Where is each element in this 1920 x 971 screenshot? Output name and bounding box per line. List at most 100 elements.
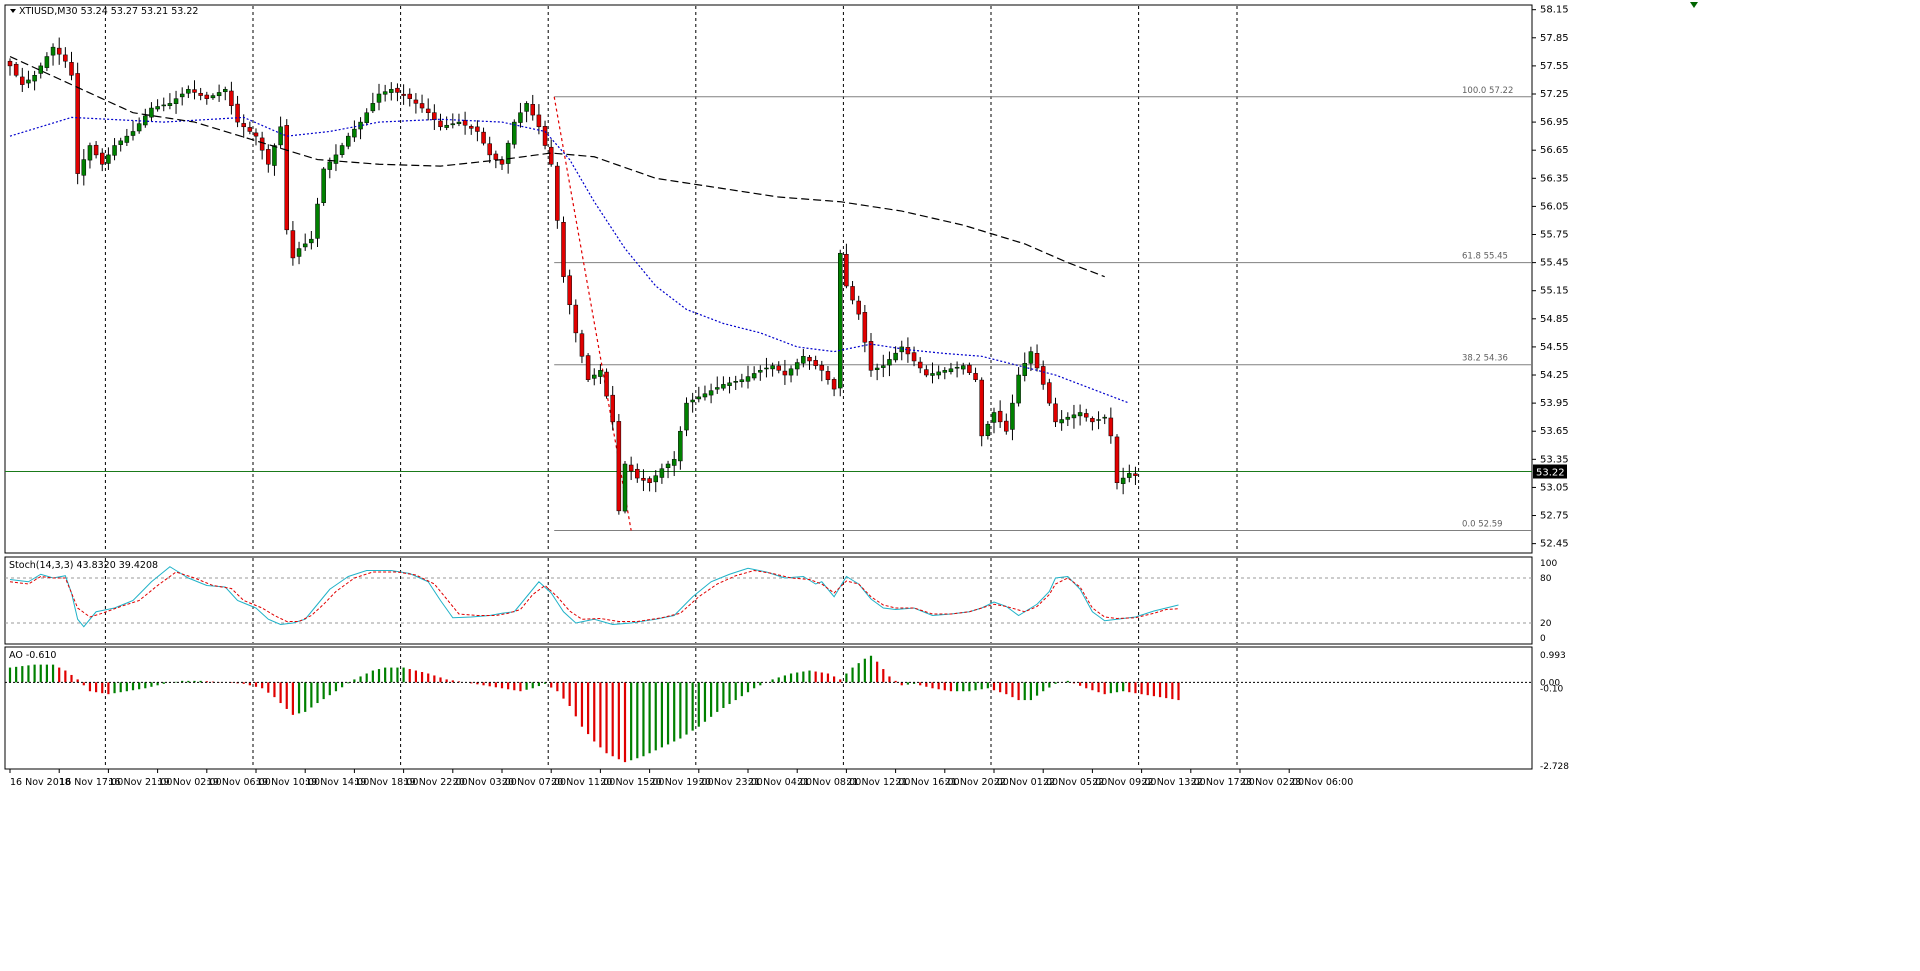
panel-frame-2 xyxy=(4,556,1533,645)
time-axis-label: 20 Nov 07:00 xyxy=(502,777,566,788)
candle-body xyxy=(844,254,849,287)
candle-body xyxy=(635,468,640,479)
candle-body xyxy=(382,91,388,95)
candle-body xyxy=(856,300,861,315)
candle-body xyxy=(1028,351,1034,364)
candle-body xyxy=(87,145,93,161)
candle-body xyxy=(204,94,210,99)
candle-body xyxy=(813,360,818,366)
candle-body xyxy=(819,364,825,371)
candle-body xyxy=(776,365,781,371)
candle-body xyxy=(407,93,412,99)
time-axis-label: 21 Nov 04:00 xyxy=(748,777,812,788)
candle-body xyxy=(389,89,394,93)
time-axis-label: 19 Nov 14:00 xyxy=(305,777,369,788)
candle-body xyxy=(936,371,941,376)
candle-body xyxy=(118,140,123,145)
candle-body xyxy=(278,126,283,146)
candle-body xyxy=(721,384,726,389)
candle-body xyxy=(1022,363,1027,376)
candle-body xyxy=(401,93,406,96)
candle-body xyxy=(524,103,529,112)
candle-body xyxy=(93,144,99,156)
candle-body xyxy=(659,468,665,478)
candle-body xyxy=(794,362,800,370)
candle-body xyxy=(143,115,148,126)
candle-body xyxy=(210,95,216,99)
time-axis-label: 19 Nov 18:00 xyxy=(354,777,418,788)
time-axis-label: 20 Nov 23:00 xyxy=(699,777,763,788)
price-tick-label: 55.15 xyxy=(1540,286,1569,297)
candle-body xyxy=(764,367,769,370)
time-axis-label: 22 Nov 13:00 xyxy=(1142,777,1206,788)
price-tick-label: 52.75 xyxy=(1540,511,1569,522)
candle-body xyxy=(1016,374,1021,404)
candle-body xyxy=(339,145,345,155)
stoch-signal-line xyxy=(9,569,1179,622)
candle-body xyxy=(462,120,468,126)
candle-body xyxy=(229,90,234,106)
candle-body xyxy=(444,124,449,128)
candle-body xyxy=(592,374,597,379)
candle-body xyxy=(788,368,794,376)
arrow-down-icon xyxy=(1690,2,1698,8)
price-tick-label: 57.85 xyxy=(1540,33,1569,44)
candle-body xyxy=(173,98,179,104)
candle-body xyxy=(573,304,579,334)
candle-body xyxy=(930,373,935,376)
panel-frame-3 xyxy=(4,646,1533,770)
candle-body xyxy=(751,373,757,379)
price-tick-label: 53.05 xyxy=(1540,482,1569,493)
candle-body xyxy=(727,382,732,386)
stoch-main-line xyxy=(9,566,1179,628)
candle-body xyxy=(352,128,357,138)
candle-body xyxy=(696,396,702,400)
ao-label: AO -0.610 xyxy=(9,650,56,661)
price-tick-label: 58.15 xyxy=(1540,5,1569,16)
time-axis-label: 20 Nov 11:00 xyxy=(551,777,615,788)
candle-body xyxy=(1059,419,1064,424)
candle-body xyxy=(315,203,320,239)
candle-body xyxy=(395,87,400,93)
time-axis-label: 16 Nov 17:00 xyxy=(59,777,123,788)
fib-level-label: 61.8 55.45 xyxy=(1462,252,1508,262)
candle-body xyxy=(469,126,474,129)
stoch-label: Stoch(14,3,3) 43.8320 39.4208 xyxy=(9,560,158,571)
candle-body xyxy=(235,103,240,123)
candle-body xyxy=(745,376,751,382)
price-tick-label: 53.35 xyxy=(1540,454,1569,465)
candle-body xyxy=(7,60,13,67)
candle-body xyxy=(715,387,720,390)
candle-body xyxy=(309,238,314,244)
candle-body xyxy=(26,79,31,84)
time-axis-label: 20 Nov 19:00 xyxy=(650,777,714,788)
candle-body xyxy=(1133,473,1138,476)
candle-body xyxy=(825,371,831,380)
candle-body xyxy=(259,137,265,151)
time-axis-label: 21 Nov 08:00 xyxy=(797,777,861,788)
candle-body xyxy=(616,421,622,512)
candle-body xyxy=(579,333,585,357)
candle-body xyxy=(1120,477,1126,484)
price-tick-label: 56.95 xyxy=(1540,117,1569,128)
candle-body xyxy=(985,423,991,436)
price-tick-label: 54.85 xyxy=(1540,314,1569,325)
candle-body xyxy=(272,145,277,166)
candle-body xyxy=(967,364,972,373)
candle-body xyxy=(216,92,222,97)
candle-body xyxy=(997,410,1003,423)
candle-body xyxy=(628,464,634,472)
time-axis-label: 16 Nov 2018 xyxy=(10,777,71,788)
price-tick-label: 56.65 xyxy=(1540,145,1569,156)
candle-body xyxy=(499,159,505,165)
time-axis-label: 19 Nov 22:00 xyxy=(404,777,468,788)
candle-body xyxy=(881,365,886,368)
time-axis-label: 22 Nov 01:00 xyxy=(994,777,1058,788)
candle-body xyxy=(192,89,197,93)
ma-fast-line xyxy=(9,116,1130,404)
candle-body xyxy=(487,143,492,156)
candle-body xyxy=(610,394,615,423)
stoch-scale-label: 20 xyxy=(1540,619,1552,629)
candle-body xyxy=(419,103,425,109)
